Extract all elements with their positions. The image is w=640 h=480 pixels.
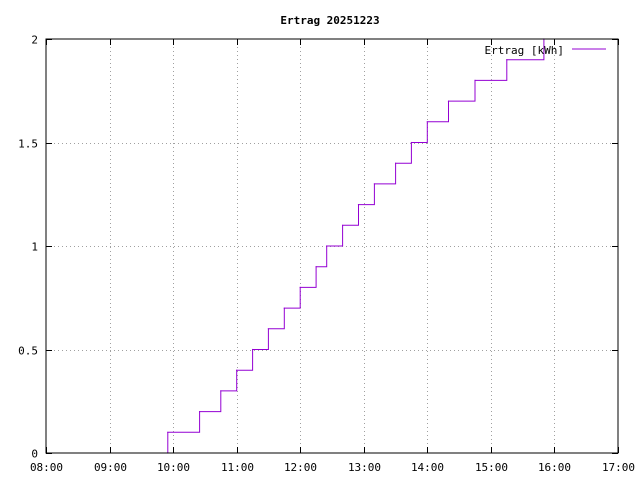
data-point xyxy=(326,245,328,247)
x-tick-label: 12:00 xyxy=(284,461,317,474)
data-point xyxy=(373,183,375,185)
x-tick-label: 09:00 xyxy=(94,461,127,474)
data-point xyxy=(236,369,238,371)
data-point xyxy=(426,121,428,123)
x-tick-label: 11:00 xyxy=(221,461,254,474)
data-point xyxy=(199,411,201,413)
data-point xyxy=(506,59,508,61)
x-tick-label: 17:00 xyxy=(602,461,635,474)
data-point xyxy=(342,224,344,226)
data-point xyxy=(252,348,254,351)
data-point xyxy=(299,286,301,288)
data-point xyxy=(267,328,269,330)
x-tick-label: 15:00 xyxy=(475,461,508,474)
y-tick-label: 1 xyxy=(31,241,38,254)
data-point xyxy=(357,204,360,206)
y-tick-label: 0 xyxy=(31,448,38,461)
data-point xyxy=(410,141,412,144)
y-tick-label: 1.5 xyxy=(18,138,38,151)
series-line xyxy=(167,38,547,453)
legend: Ertrag [kWh] xyxy=(485,44,606,57)
chart-title: Ertrag 20251223 xyxy=(280,14,379,27)
axis-ticks: 08:00 09:00 10:00 11:00 12:00 13:00 14:00 15:00… xyxy=(18,34,635,475)
y-tick-label: 0.5 xyxy=(18,345,38,358)
y-tick-label: 2 xyxy=(31,34,38,47)
data-point xyxy=(315,266,317,268)
data-point xyxy=(474,79,476,81)
data-point xyxy=(395,162,397,164)
data-point xyxy=(447,100,450,102)
x-tick-label: 13:00 xyxy=(348,461,381,474)
x-tick-label: 14:00 xyxy=(411,461,444,474)
data-point xyxy=(167,431,169,433)
data-point xyxy=(220,390,222,392)
legend-label: Ertrag [kWh] xyxy=(485,44,564,57)
x-tick-label: 10:00 xyxy=(157,461,190,474)
x-tick-label: 16:00 xyxy=(538,461,571,474)
grid xyxy=(46,39,618,453)
x-tick-label: 08:00 xyxy=(30,461,63,474)
data-point xyxy=(283,307,285,309)
plot-frame xyxy=(45,38,619,454)
series-layer xyxy=(167,38,547,454)
